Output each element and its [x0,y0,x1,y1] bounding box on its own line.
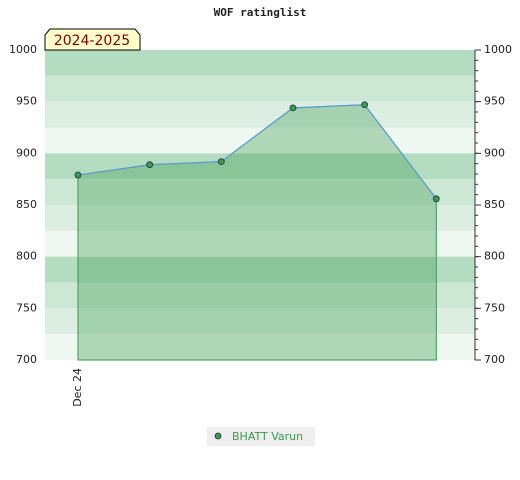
legend-label: BHATT Varun [232,430,303,443]
plot-stripe [45,282,475,309]
y2-tick-label: 800 [484,250,505,263]
y2-tick-label: 850 [484,198,505,211]
x-tick-label: Dec 24 [71,368,84,407]
point [432,195,440,203]
plot-stripe [45,334,475,360]
y2-tick-label: 900 [484,146,505,159]
line [77,104,437,200]
y-tick-label: 700 [16,353,37,366]
point [289,104,297,112]
y-tick-label: 950 [16,95,37,108]
point [361,101,369,109]
plot-stripe [45,50,475,76]
point [217,158,225,166]
y-tick-label: 900 [16,146,37,159]
legend-box [207,427,315,446]
y2-tick-label: 950 [484,95,505,108]
legend-marker [214,432,222,440]
plot-stripe [45,153,475,180]
y2-tick-label: 1000 [484,43,512,56]
chart-title: WOF ratinglist [214,6,307,19]
y2-tick-label: 700 [484,353,505,366]
plot-stripe [45,230,475,257]
plot-stripe [45,179,475,205]
y-tick-label: 800 [16,250,37,263]
point [74,171,82,179]
annotation-box [44,28,141,51]
point [146,161,154,169]
y-tick-label: 750 [16,301,37,314]
annotation: 2024-2025 [54,33,130,49]
legend: BHATT Varun [207,427,315,446]
plot-stripe [45,75,475,102]
y2-tick-label: 750 [484,301,505,314]
plot-stripe [45,308,475,335]
y-tick-label: 1000 [9,43,37,56]
y-tick-label: 850 [16,198,37,211]
plot-stripe [45,127,475,154]
plot-stripe [45,101,475,128]
plot-stripe [45,205,475,231]
plot-stripe [45,256,475,283]
